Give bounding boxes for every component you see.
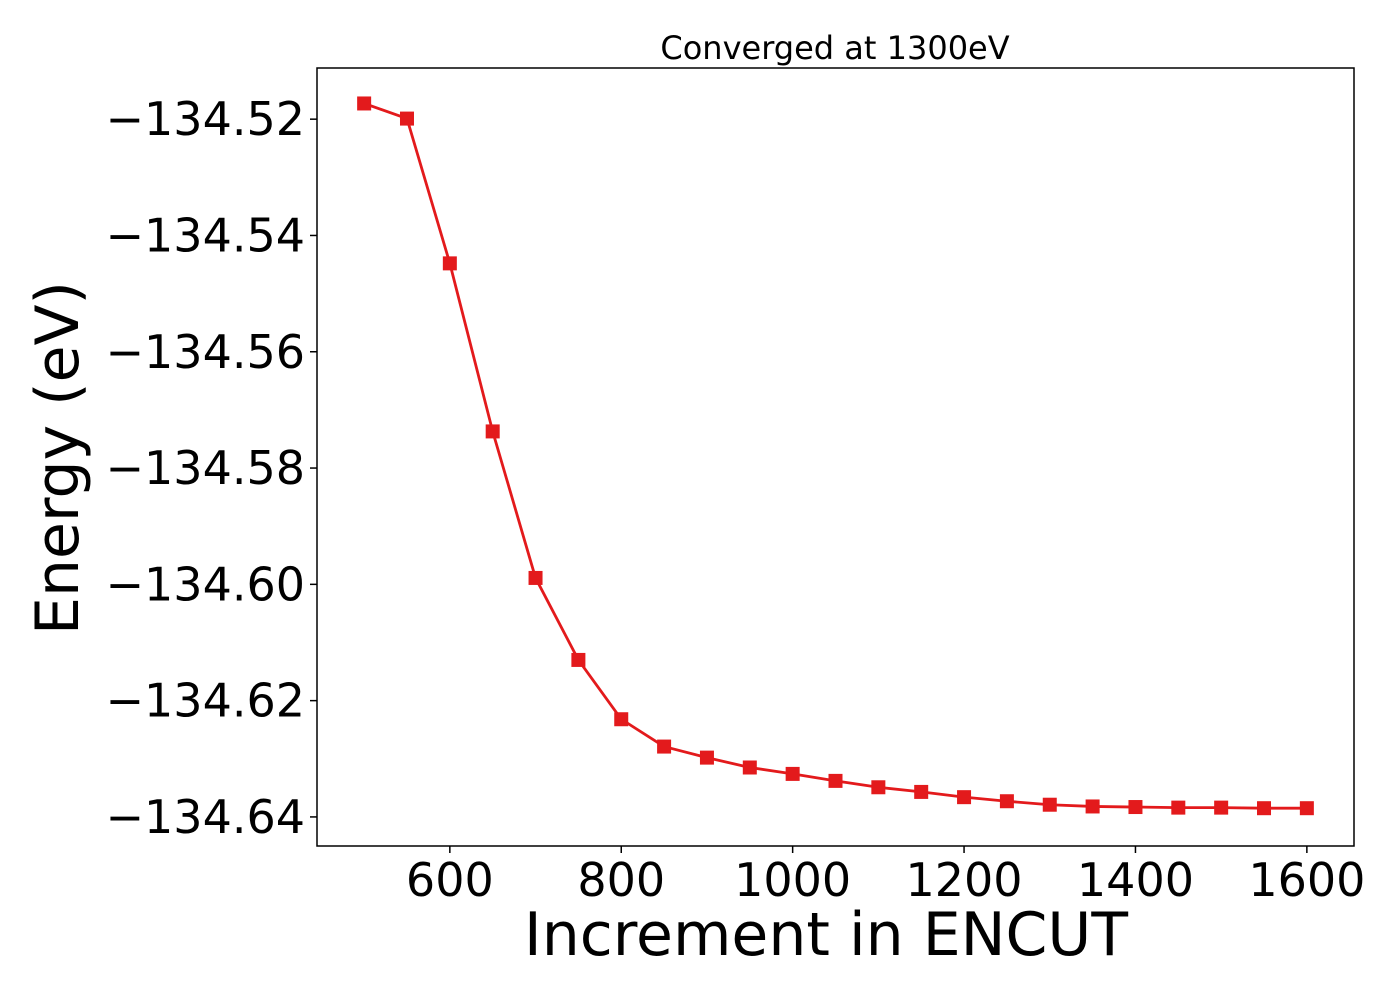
data-point-marker xyxy=(828,773,843,788)
series-line xyxy=(363,102,1307,810)
data-point-marker xyxy=(571,652,586,667)
x-tick-label: 600 xyxy=(406,853,494,907)
data-point-marker xyxy=(657,739,672,754)
y-tick-label: −134.64 xyxy=(106,790,306,844)
y-tick-label: −134.52 xyxy=(106,92,306,146)
data-point-marker xyxy=(614,712,629,727)
data-point-marker xyxy=(1214,800,1229,815)
data-point-marker xyxy=(1085,799,1100,814)
data-point-marker xyxy=(1299,801,1314,816)
data-point-marker xyxy=(871,780,886,795)
series-layer xyxy=(357,96,1314,816)
y-tick-label: −134.60 xyxy=(106,557,306,611)
y-tick-label: −134.62 xyxy=(106,674,306,728)
x-axis: 600 800 1000 1200 1400 1600 xyxy=(406,846,1365,907)
data-point-marker xyxy=(957,790,972,805)
x-tick-label: 800 xyxy=(577,853,665,907)
x-tick-label: 1400 xyxy=(1077,853,1194,907)
data-point-marker xyxy=(1128,800,1143,815)
data-point-marker xyxy=(528,570,543,585)
y-axis-label: Energy (eV) xyxy=(23,281,93,635)
data-point-marker xyxy=(1042,797,1057,812)
data-point-marker xyxy=(785,766,800,781)
x-tick-label: 1600 xyxy=(1248,853,1365,907)
plot-area xyxy=(316,67,1355,847)
x-axis-label: Increment in ENCUT xyxy=(524,900,1128,970)
data-point-marker xyxy=(485,424,500,439)
data-point-marker xyxy=(1171,800,1186,815)
y-tick-label: −134.54 xyxy=(106,208,306,262)
y-tick-label: −134.56 xyxy=(106,325,306,379)
data-point-marker xyxy=(699,750,714,765)
data-point-marker xyxy=(1257,801,1272,816)
y-tick-label: −134.58 xyxy=(106,441,306,495)
x-tick-label: 1200 xyxy=(906,853,1023,907)
chart-title: Converged at 1300eV xyxy=(660,29,1009,67)
data-point-marker xyxy=(999,794,1014,809)
data-point-marker xyxy=(914,784,929,799)
data-point-marker xyxy=(399,111,414,126)
data-point-marker xyxy=(357,96,372,111)
x-tick-label: 1000 xyxy=(734,853,851,907)
data-point-marker xyxy=(742,760,757,775)
y-axis: −134.52 −134.54 −134.56 −134.58 −134.60 −134.… xyxy=(106,92,317,844)
data-point-marker xyxy=(442,256,457,271)
